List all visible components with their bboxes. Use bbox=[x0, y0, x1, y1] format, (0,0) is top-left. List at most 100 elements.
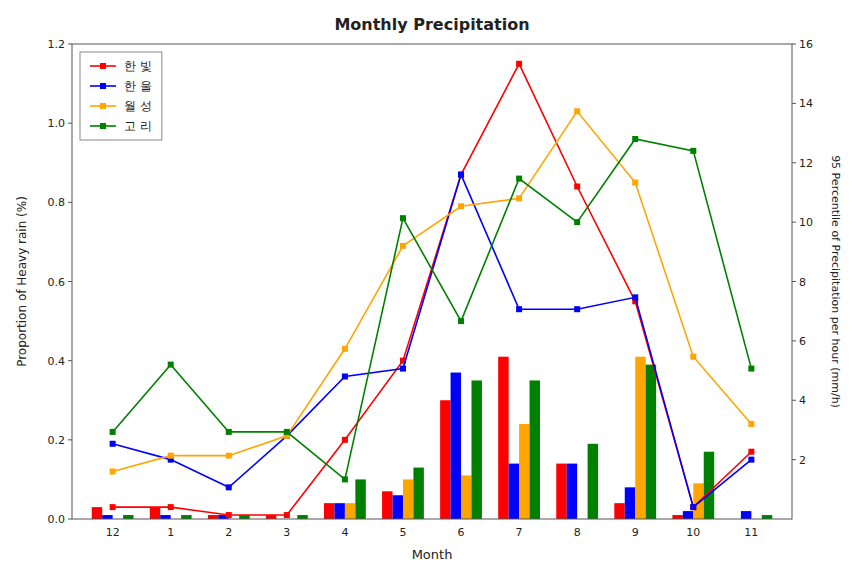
marker bbox=[342, 476, 348, 482]
marker bbox=[458, 318, 464, 324]
plot-frame bbox=[72, 44, 792, 519]
tick-label: 12 bbox=[106, 526, 120, 539]
bar bbox=[461, 475, 471, 519]
tick-label: 16 bbox=[799, 38, 813, 51]
legend-label: 한 울 bbox=[124, 79, 152, 93]
line bbox=[113, 64, 752, 515]
marker bbox=[400, 243, 406, 249]
tick-label: 8 bbox=[574, 526, 581, 539]
tick-label: 12 bbox=[799, 157, 813, 170]
tick-label: 3 bbox=[283, 526, 290, 539]
tick-label: 2 bbox=[799, 454, 806, 467]
bar bbox=[451, 373, 461, 519]
tick-label: 6 bbox=[458, 526, 465, 539]
bar bbox=[403, 479, 413, 519]
tick-label: 9 bbox=[632, 526, 639, 539]
y-axis: 0.00.20.40.60.81.01.2 bbox=[48, 38, 73, 526]
tick-label: 0.4 bbox=[48, 355, 66, 368]
marker bbox=[458, 203, 464, 209]
tick bbox=[792, 281, 796, 282]
bar bbox=[509, 464, 519, 519]
line-series bbox=[110, 136, 755, 482]
bar bbox=[393, 495, 403, 519]
bar bbox=[413, 468, 423, 519]
bar bbox=[646, 365, 656, 519]
tick-label: 10 bbox=[686, 526, 700, 539]
bar bbox=[471, 380, 481, 519]
marker bbox=[574, 219, 580, 225]
tick bbox=[792, 103, 796, 104]
marker bbox=[342, 346, 348, 352]
axis-label: Month bbox=[412, 547, 453, 562]
bar bbox=[324, 503, 334, 519]
tick-label: 10 bbox=[799, 216, 813, 229]
marker bbox=[690, 504, 696, 510]
marker bbox=[284, 512, 290, 518]
marker bbox=[632, 180, 638, 186]
bar bbox=[160, 515, 170, 519]
tick bbox=[68, 519, 72, 520]
marker bbox=[400, 366, 406, 372]
tick bbox=[792, 222, 796, 223]
bar bbox=[704, 452, 714, 519]
marker bbox=[748, 366, 754, 372]
tick-label: 2 bbox=[225, 526, 232, 539]
marker bbox=[342, 437, 348, 443]
x-axis: 121234567891011 bbox=[106, 526, 759, 539]
line-series bbox=[110, 108, 755, 474]
bar bbox=[92, 507, 102, 519]
marker bbox=[574, 108, 580, 114]
tick bbox=[68, 123, 72, 124]
marker bbox=[284, 429, 290, 435]
bar bbox=[556, 464, 566, 519]
tick-label: 1 bbox=[167, 526, 174, 539]
axis-label: Proportion of Heavy rain (%) bbox=[15, 196, 29, 367]
marker bbox=[516, 176, 522, 182]
marker bbox=[690, 148, 696, 154]
legend: 한 빛한 울월 성고 리 bbox=[80, 52, 162, 140]
bar bbox=[588, 444, 598, 519]
marker bbox=[226, 484, 232, 490]
bar bbox=[762, 515, 772, 519]
tick-label: 0.2 bbox=[48, 434, 66, 447]
axis-label: 95 Percentile of Precipitation per hour … bbox=[829, 155, 842, 408]
bar bbox=[567, 464, 577, 519]
marker bbox=[690, 504, 696, 510]
bar bbox=[181, 515, 191, 519]
legend-marker bbox=[100, 83, 106, 89]
legend-marker bbox=[100, 63, 106, 69]
tick-label: 1.0 bbox=[48, 117, 66, 130]
marker bbox=[110, 469, 116, 475]
bar bbox=[519, 424, 529, 519]
tick-label: 8 bbox=[799, 276, 806, 289]
bar bbox=[625, 487, 635, 519]
chart: 0.00.20.40.60.81.01.2Proportion of Heavy… bbox=[0, 0, 864, 575]
bar bbox=[345, 503, 355, 519]
marker bbox=[632, 136, 638, 142]
tick bbox=[792, 400, 796, 401]
tick-label: 0.0 bbox=[48, 513, 66, 526]
tick bbox=[792, 459, 796, 460]
tick-label: 6 bbox=[799, 335, 806, 348]
bar-series bbox=[345, 357, 704, 519]
legend-marker bbox=[100, 123, 106, 129]
line bbox=[113, 111, 752, 471]
bar bbox=[440, 400, 450, 519]
marker bbox=[516, 306, 522, 312]
tick bbox=[68, 360, 72, 361]
bar bbox=[672, 515, 682, 519]
bar bbox=[208, 515, 218, 519]
tick-label: 4 bbox=[341, 526, 348, 539]
tick bbox=[792, 44, 796, 45]
bar bbox=[150, 507, 160, 519]
bar bbox=[683, 511, 693, 519]
tick-label: 4 bbox=[799, 394, 806, 407]
tick-label: 1.2 bbox=[48, 38, 66, 51]
bar bbox=[297, 515, 307, 519]
marker bbox=[226, 512, 232, 518]
legend-label: 고 리 bbox=[124, 119, 152, 133]
bar bbox=[741, 511, 751, 519]
legend-label: 한 빛 bbox=[124, 59, 152, 73]
marker bbox=[748, 449, 754, 455]
line bbox=[113, 175, 752, 508]
